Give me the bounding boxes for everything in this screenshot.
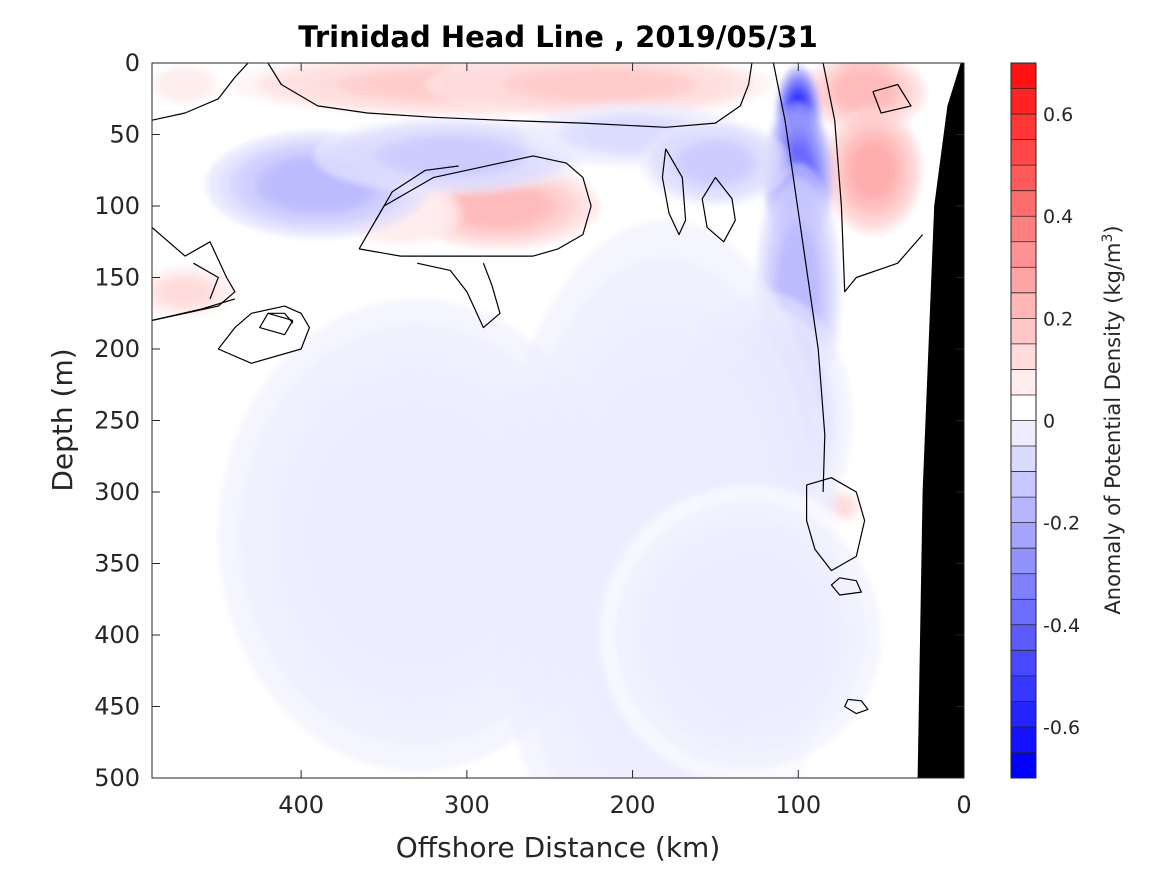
y-tick-label: 450 xyxy=(94,693,140,721)
x-tick-label: 100 xyxy=(775,791,821,819)
anomaly-patch xyxy=(328,430,506,640)
anomaly-patch xyxy=(168,74,202,94)
colorbar-cell xyxy=(1011,369,1036,396)
colorbar-ticks: -0.6 -0.4 -0.2 0 0.2 0.4 0.6 xyxy=(1043,104,1080,739)
colorbar-cell xyxy=(1011,701,1036,728)
colorbar-cell xyxy=(1011,318,1036,345)
x-tick-label: 300 xyxy=(444,791,490,819)
colorbar-cell xyxy=(1011,446,1036,473)
x-tick-label: 0 xyxy=(956,791,971,819)
colorbar xyxy=(1010,62,1037,779)
colorbar-cell xyxy=(1011,522,1036,549)
anomaly-patch xyxy=(455,186,545,226)
zero-contour xyxy=(416,262,501,329)
zero-contour xyxy=(830,577,862,596)
colorbar-cell xyxy=(1011,165,1036,192)
y-tick-label: 100 xyxy=(94,192,140,220)
zero-contour xyxy=(217,305,310,364)
colorbar-tick-label: 0 xyxy=(1043,411,1055,433)
zero-contour xyxy=(193,262,219,300)
anomaly-patch xyxy=(682,568,815,702)
colorbar-cell xyxy=(1011,343,1036,370)
colorbar-cell xyxy=(1011,726,1036,753)
zero-contour xyxy=(267,63,753,128)
y-axis: 0 50 100 150 200 250 300 350 400 450 500 xyxy=(94,49,964,792)
y-tick-label: 50 xyxy=(109,121,140,149)
colorbar-cell xyxy=(1011,573,1036,600)
zero-contour xyxy=(772,63,826,493)
colorbar-cell xyxy=(1011,88,1036,115)
x-axis-label: Offshore Distance (km) xyxy=(396,831,721,864)
colorbar-tick-label: 0.4 xyxy=(1043,206,1073,228)
anomaly-patch xyxy=(836,74,893,109)
colorbar-cell xyxy=(1011,139,1036,166)
colorbar-cell xyxy=(1011,241,1036,268)
anomaly-patch xyxy=(163,280,208,304)
colorbar-frame xyxy=(1010,62,1037,779)
colorbar-cell xyxy=(1011,471,1036,498)
zero-contour xyxy=(259,312,294,336)
colorbar-cell xyxy=(1011,63,1036,90)
y-axis-label: Depth (m) xyxy=(46,348,79,491)
colorbar-cell xyxy=(1011,752,1036,779)
zero-contour xyxy=(701,177,736,243)
zero-contour xyxy=(661,148,687,236)
colorbar-cell xyxy=(1011,675,1036,702)
anomaly-patch xyxy=(389,138,512,174)
colorbar-cell xyxy=(1011,650,1036,677)
zero-contour xyxy=(375,165,459,221)
zero-contour xyxy=(822,63,924,293)
colorbar-label: Anomaly of Potential Density (kg/m3) xyxy=(1100,225,1125,614)
y-tick-label: 150 xyxy=(94,264,140,292)
colorbar-tick-label: 0.6 xyxy=(1043,104,1073,126)
zero-contour xyxy=(358,155,592,257)
y-tick-label: 0 xyxy=(125,49,140,77)
anomaly-patch xyxy=(850,141,895,199)
zero-contour xyxy=(805,477,866,572)
anomaly-field xyxy=(152,63,964,778)
y-tick-label: 200 xyxy=(94,335,140,363)
zero-contour xyxy=(844,698,869,715)
y-tick-label: 300 xyxy=(94,478,140,506)
colorbar-tick-label: -0.6 xyxy=(1043,717,1080,739)
colorbar-cell xyxy=(1011,599,1036,626)
colorbar-cell xyxy=(1011,216,1036,243)
colorbar-cell xyxy=(1011,114,1036,141)
y-tick-label: 500 xyxy=(94,764,140,792)
y-tick-label: 400 xyxy=(94,621,140,649)
colorbar-cell xyxy=(1011,497,1036,524)
colorbar-cell xyxy=(1011,267,1036,294)
zero-contour xyxy=(872,83,912,114)
colorbar-tick-label: -0.4 xyxy=(1043,615,1080,637)
y-tick-label: 350 xyxy=(94,550,140,578)
colorbar-cell xyxy=(1011,624,1036,651)
anomaly-patch xyxy=(682,144,749,183)
colorbar-cell xyxy=(1011,548,1036,575)
x-axis: 400 300 200 100 0 xyxy=(278,63,972,819)
bathymetry xyxy=(917,63,964,778)
colorbar-cell xyxy=(1011,420,1036,447)
zero-contour xyxy=(152,63,249,121)
colorbar-tick-label: -0.2 xyxy=(1043,513,1080,535)
x-tick-label: 200 xyxy=(610,791,656,819)
chart-title: Trinidad Head Line , 2019/05/31 xyxy=(298,20,818,54)
colorbar-cell xyxy=(1011,394,1036,421)
colorbar-cell xyxy=(1011,190,1036,217)
x-tick-label: 400 xyxy=(278,791,324,819)
colorbar-cell xyxy=(1011,292,1036,319)
anomaly-patch xyxy=(522,70,677,99)
zero-contour xyxy=(152,298,236,321)
colorbar-tick-label: 0.2 xyxy=(1043,308,1073,330)
y-tick-label: 250 xyxy=(94,407,140,435)
